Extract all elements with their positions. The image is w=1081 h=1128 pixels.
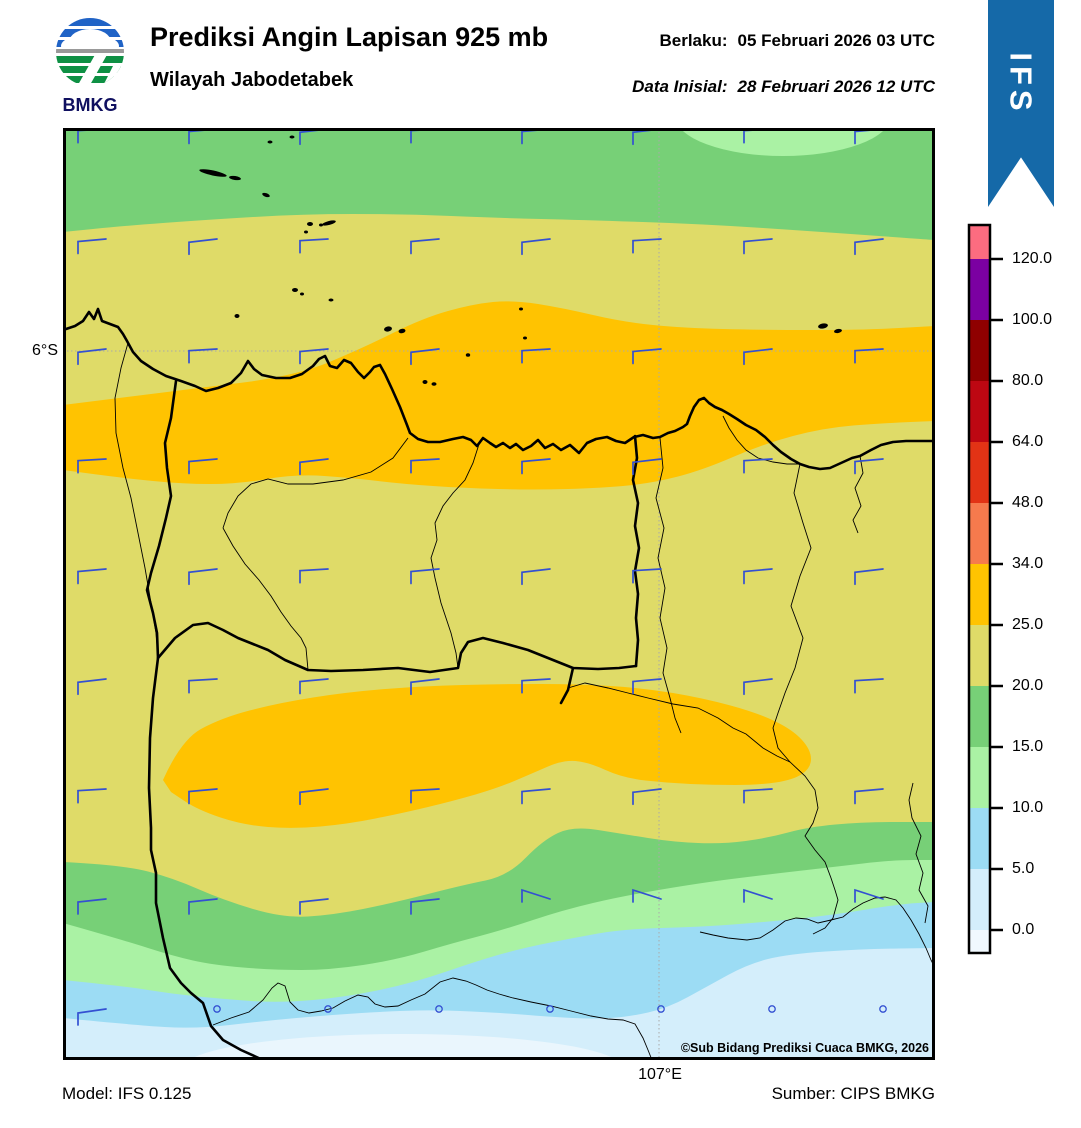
colorbar-tick-label: 100.0: [1012, 311, 1052, 328]
model-ribbon: IFS: [988, 0, 1054, 207]
bmkg-logo-emblem: [56, 18, 124, 86]
initial-time-value: 28 Februari 2026 12 UTC: [737, 77, 935, 96]
wind-speed-colorbar: 120.0 100.0 80.0 64.0 48.0 34.0 25.0 20.0 15.0 10…: [967, 223, 1052, 955]
colorbar-tick-label: 80.0: [1012, 372, 1043, 389]
colorbar-tick-label: 48.0: [1012, 494, 1043, 511]
wind-map-canvas: ©Sub Bidang Prediksi Cuaca BMKG, 2026: [61, 76, 937, 1102]
colorbar-tick-label: 64.0: [1012, 433, 1043, 450]
wind-map: ©Sub Bidang Prediksi Cuaca BMKG, 2026: [61, 76, 937, 1102]
model-ribbon-label: IFS: [1003, 52, 1039, 116]
colorbar-tick-label: 20.0: [1012, 677, 1043, 694]
colorbar-tick-label: 5.0: [1012, 860, 1034, 877]
latitude-tick-label: 6°S: [32, 342, 58, 359]
footer-model-text: Model: IFS 0.125: [62, 1084, 192, 1103]
page-title: Prediksi Angin Lapisan 925 mb: [150, 22, 549, 52]
initial-time-line: Data Inisial: 28 Februari 2026 12 UTC: [632, 77, 935, 97]
bmkg-logo-text: BMKG: [63, 95, 118, 115]
colorbar-tick-label: 15.0: [1012, 738, 1043, 755]
valid-time-value: 05 Februari 2026 03 UTC: [737, 31, 935, 50]
valid-time-label: Berlaku:: [659, 31, 728, 50]
initial-time-label: Data Inisial:: [632, 77, 728, 96]
page-subtitle: Wilayah Jabodetabek: [150, 69, 354, 91]
colorbar-tick-label: 25.0: [1012, 616, 1043, 633]
valid-time-line: Berlaku: 05 Februari 2026 03 UTC: [659, 31, 935, 51]
longitude-tick-label: 107°E: [638, 1066, 682, 1083]
colorbar-tick-label: 10.0: [1012, 799, 1043, 816]
colorbar-tick-label: 120.0: [1012, 250, 1052, 267]
map-credit: ©Sub Bidang Prediksi Cuaca BMKG, 2026: [681, 1041, 929, 1055]
bmkg-logo: BMKG: [56, 18, 124, 115]
colorbar-tick-label: 0.0: [1012, 921, 1034, 938]
colorbar-tick-label: 34.0: [1012, 555, 1043, 572]
footer-source-text: Sumber: CIPS BMKG: [771, 1084, 935, 1103]
